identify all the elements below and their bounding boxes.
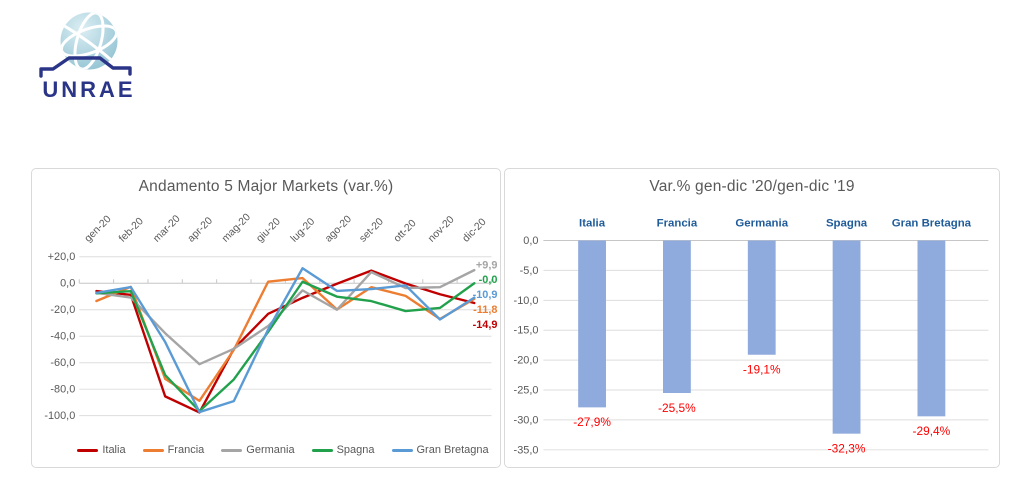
bar-spagna [832, 240, 861, 434]
bar-chart-title: Var.% gen-dic '20/gen-dic '19 [649, 178, 855, 195]
x-axis-label: feb-20 [117, 216, 146, 245]
bar-italia [578, 240, 606, 408]
x-axis-label: nov-20 [426, 214, 456, 244]
bar-value-label-italia: -27,9% [573, 415, 611, 429]
category-label-spagna: Spagna [826, 218, 868, 230]
legend-swatch-spagna [311, 448, 333, 452]
legend-swatch-gran-bretagna [391, 448, 413, 452]
series-end-label-spagna: -0,0 [479, 274, 498, 286]
legend-swatch-italia [77, 448, 99, 452]
x-axis-label: ott-20 [392, 218, 419, 245]
legend-label: Spagna [336, 444, 375, 456]
bar-chart: 0,0 -5,0 -10,0 -15,0 -20,0 -25,0 -30,0 -35,0 Ita… [514, 218, 989, 456]
x-axis-label: dic-20 [461, 217, 489, 245]
legend-label: Italia [102, 444, 126, 456]
x-axis-label: giu-20 [255, 216, 283, 244]
category-label-italia: Italia [579, 218, 606, 230]
y-axis-tick-label: -35,0 [514, 444, 539, 456]
y-axis-tick-label: -80,0 [50, 384, 75, 396]
y-axis-tick-label: -15,0 [514, 325, 539, 337]
legend-item-gran-bretagna: Gran Bretagna [391, 444, 489, 456]
legend-swatch-germania [221, 448, 243, 452]
series-end-label-italia: -14,9 [473, 319, 498, 331]
legend-item-francia: Francia [142, 444, 205, 456]
y-axis-tick-label: 0,0 [60, 278, 75, 290]
y-axis-tick-label: +20,0 [48, 251, 76, 263]
series-line-gran-bretagna [95, 267, 476, 414]
x-axis-label: gen-20 [83, 214, 114, 245]
x-axis-label: set-20 [358, 216, 386, 244]
line-chart-legend: Italia Francia Germania Spagna Gran Bretagna [72, 444, 494, 456]
unrae-logo: UNRAE [38, 8, 142, 104]
series-line-italia [95, 269, 476, 414]
bar-value-label-gran-bretagna: -29,4% [913, 424, 951, 438]
y-axis-tick-label: -20,0 [514, 355, 539, 367]
bar-germania [747, 240, 776, 355]
legend-label: Francia [167, 444, 205, 456]
y-axis-tick-label: -60,0 [50, 357, 75, 369]
legend-label: Gran Bretagna [416, 444, 489, 456]
y-axis-tick-label: -5,0 [520, 265, 539, 277]
bar-value-label-germania: -19,1% [743, 363, 781, 377]
unrae-logo-text: UNRAE [42, 77, 135, 102]
category-label-germania: Germania [735, 218, 788, 230]
y-axis-tick-label: -40,0 [50, 331, 75, 343]
y-axis-tick-label: -30,0 [514, 414, 539, 426]
line-chart-title: Andamento 5 Major Markets (var.%) [138, 178, 394, 195]
y-axis-tick-label: -20,0 [50, 304, 75, 316]
bar-francia [662, 240, 691, 394]
line-chart: +20,0 0,0 -20,0 -40,0 -60,0 -80,0 -100,0 gen-20… [44, 212, 498, 422]
y-axis-tick-label: -25,0 [514, 384, 539, 396]
legend-swatch-francia [142, 448, 164, 452]
x-axis-label: apr-20 [186, 215, 215, 244]
bar-value-label-francia: -25,5% [658, 401, 696, 415]
bar-gran-bretagna [917, 240, 946, 417]
bar-value-label-spagna: -32,3% [828, 442, 866, 456]
series-end-label-francia: -11,8 [473, 304, 497, 316]
x-axis-label: mar-20 [152, 213, 183, 244]
y-axis-tick-label: -10,0 [514, 295, 539, 307]
x-axis-label: lug-20 [289, 216, 317, 244]
car-outline-icon [39, 56, 132, 78]
series-end-label-gran-bretagna: -10,9 [473, 289, 498, 301]
category-label-gran-bretagna: Gran Bretagna [892, 218, 972, 230]
bar-chart-panel: 0,0 -5,0 -10,0 -15,0 -20,0 -25,0 -30,0 -35,0 Ita… [504, 168, 1000, 468]
legend-item-germania: Germania [221, 444, 295, 456]
legend-label: Germania [246, 444, 295, 456]
legend-item-spagna: Spagna [311, 444, 375, 456]
series-end-label-germania: +9,9 [476, 259, 498, 271]
category-label-francia: Francia [657, 218, 698, 230]
x-axis-label: ago-20 [323, 214, 354, 245]
series-line-germania [95, 268, 476, 366]
series-line-spagna [95, 280, 476, 413]
y-axis-tick-label: 0,0 [523, 235, 538, 247]
unrae-globe-car-icon: UNRAE [39, 12, 135, 102]
y-axis-tick-label: -100,0 [44, 410, 75, 422]
x-axis-label: mag-20 [220, 212, 253, 245]
legend-item-italia: Italia [77, 444, 126, 456]
line-chart-panel: +20,0 0,0 -20,0 -40,0 -60,0 -80,0 -100,0 gen-20… [31, 168, 501, 468]
